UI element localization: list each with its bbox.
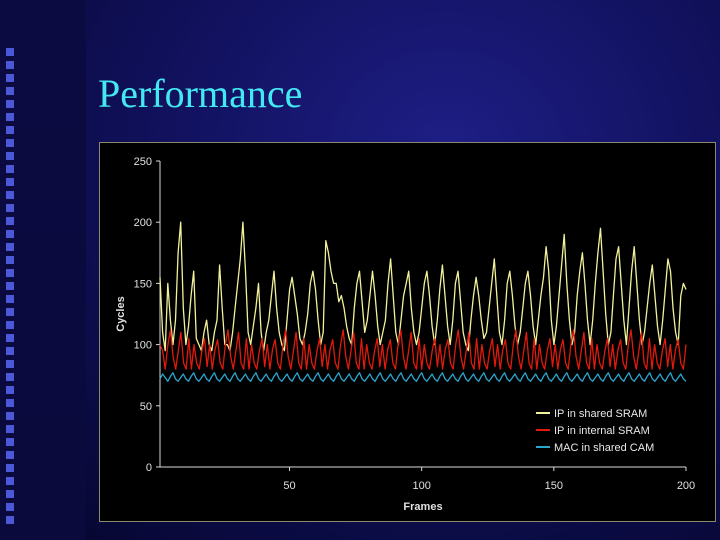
decorative-square xyxy=(6,152,14,160)
decorative-square xyxy=(6,256,14,264)
y-axis-label: Cycles xyxy=(115,296,127,331)
y-tick-label: 250 xyxy=(134,156,152,168)
decorative-square xyxy=(6,503,14,511)
y-tick-label: 50 xyxy=(140,401,152,413)
series-line-3 xyxy=(159,372,687,382)
decorative-square xyxy=(6,412,14,420)
y-tick-label: 200 xyxy=(134,217,152,229)
decorative-square xyxy=(6,191,14,199)
decorative-square xyxy=(6,74,14,82)
x-axis-label: Frames xyxy=(403,501,442,513)
decorative-square xyxy=(6,282,14,290)
decorative-square xyxy=(6,243,14,251)
x-tick-label: 100 xyxy=(412,480,430,492)
left-sidebar-band xyxy=(0,0,86,540)
decorative-square xyxy=(6,399,14,407)
decorative-square xyxy=(6,100,14,108)
decorative-square xyxy=(6,178,14,186)
decorative-square-column xyxy=(2,48,22,538)
plot-area xyxy=(160,161,686,467)
decorative-square xyxy=(6,126,14,134)
decorative-square xyxy=(6,451,14,459)
decorative-square xyxy=(6,308,14,316)
decorative-square xyxy=(6,217,14,225)
decorative-square xyxy=(6,490,14,498)
line-chart: 0 50 100 150 200 250 50 100 150 200 Frames Cycles IP… xyxy=(115,156,695,513)
decorative-square xyxy=(6,295,14,303)
decorative-square xyxy=(6,139,14,147)
series-line-2 xyxy=(159,329,687,370)
decorative-square xyxy=(6,269,14,277)
y-tick-label: 150 xyxy=(134,278,152,290)
decorative-square xyxy=(6,113,14,121)
slide-title: Performance xyxy=(98,71,303,116)
decorative-square xyxy=(6,360,14,368)
x-tick-label: 150 xyxy=(545,480,563,492)
decorative-square xyxy=(6,464,14,472)
decorative-square xyxy=(6,165,14,173)
decorative-square xyxy=(6,204,14,212)
decorative-square xyxy=(6,438,14,446)
decorative-square xyxy=(6,61,14,69)
decorative-square xyxy=(6,334,14,342)
legend-entry: IP in internal SRAM xyxy=(554,425,650,437)
slide-number: 30 xyxy=(668,498,691,520)
y-tick-label: 100 xyxy=(134,340,152,352)
legend-entry: IP in shared SRAM xyxy=(554,408,647,420)
decorative-square xyxy=(6,425,14,433)
decorative-square xyxy=(6,48,14,56)
decorative-square xyxy=(6,386,14,394)
decorative-square xyxy=(6,516,14,524)
decorative-square xyxy=(6,87,14,95)
x-tick-label: 50 xyxy=(283,480,295,492)
decorative-square xyxy=(6,347,14,355)
x-tick-label: 200 xyxy=(677,480,695,492)
decorative-square xyxy=(6,477,14,485)
decorative-square xyxy=(6,373,14,381)
decorative-square xyxy=(6,230,14,238)
chart-frame: 0 50 100 150 200 250 50 100 150 200 Frames Cycles IP… xyxy=(99,142,716,522)
y-tick-label: 0 xyxy=(146,462,152,474)
series-line-1 xyxy=(159,221,687,352)
decorative-square xyxy=(6,321,14,329)
legend-entry: MAC in shared CAM xyxy=(554,442,654,454)
